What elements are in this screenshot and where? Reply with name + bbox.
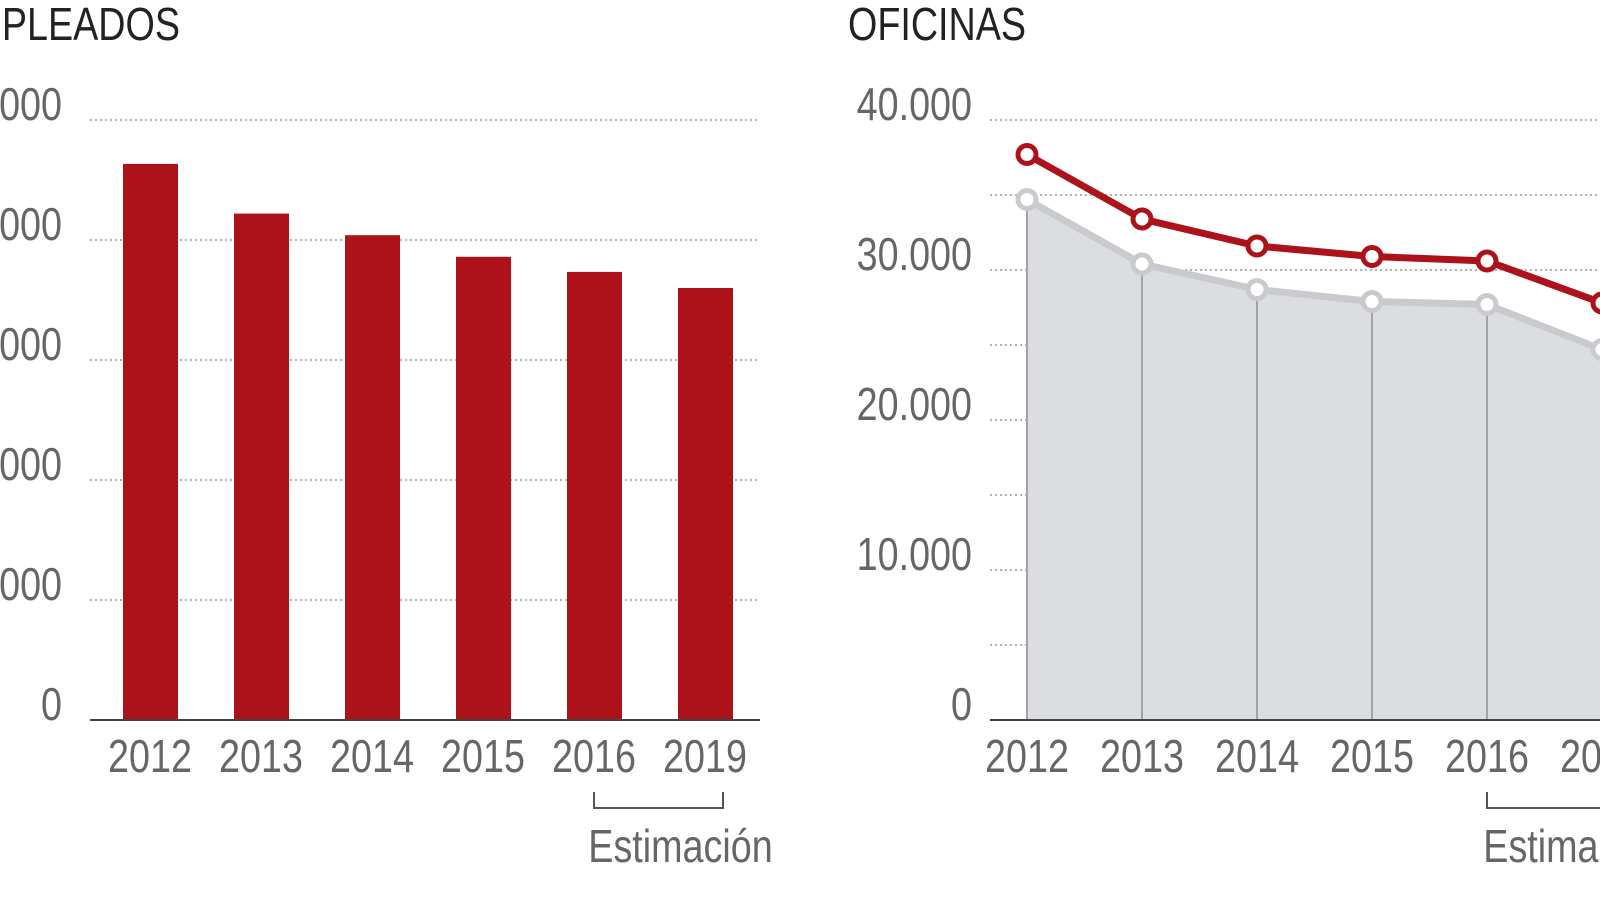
y-tick-label: 30.000 — [857, 229, 972, 280]
line — [1025, 196, 1600, 353]
bar — [234, 213, 289, 720]
point — [1015, 143, 1039, 166]
point — [1590, 291, 1600, 315]
point — [1360, 245, 1384, 268]
bar — [678, 288, 733, 720]
line — [1025, 151, 1600, 306]
x-tick-label: 2012 — [108, 731, 192, 782]
y-tick-label: 250.000 — [0, 79, 62, 130]
point — [1245, 278, 1269, 301]
area — [1027, 199, 1600, 720]
point — [1590, 338, 1600, 361]
bar — [567, 271, 622, 720]
x-tick-label: 2013 — [1100, 731, 1184, 782]
point — [1475, 249, 1499, 273]
point — [1360, 290, 1384, 313]
y-tick-label: 20.000 — [857, 379, 972, 430]
point — [1015, 188, 1039, 211]
y-tick-label: 0 — [951, 679, 972, 730]
x-tick-label: 2014 — [1215, 731, 1299, 782]
x-tick-label: 2012 — [985, 731, 1069, 782]
y-tick-label: 50.000 — [0, 559, 62, 610]
point — [1245, 234, 1269, 258]
point — [1475, 293, 1499, 316]
x-tick-label: 2019 — [1560, 731, 1600, 782]
y-tick-label: 10.000 — [857, 529, 972, 580]
x-tick-label: 2019 — [663, 731, 747, 782]
x-tick-label: 2016 — [552, 731, 636, 782]
x-tick-label: 2015 — [1330, 731, 1414, 782]
bracket — [593, 792, 724, 809]
y-tick-label: 0 — [41, 679, 62, 730]
annotation: Estimación — [1483, 821, 1600, 872]
x-tick-label: 2014 — [330, 731, 414, 782]
bar — [345, 235, 400, 720]
point — [1130, 207, 1154, 231]
annotation: Estimación — [588, 821, 772, 872]
bar — [123, 163, 178, 721]
bar — [456, 256, 511, 720]
y-tick-label: 100.000 — [0, 439, 62, 490]
y-tick-label: 200.000 — [0, 199, 62, 250]
y-tick-label: 150.000 — [0, 319, 62, 370]
chart-title: OFICINAS — [848, 0, 1026, 50]
chart-title: EMPLEADOS — [0, 0, 180, 50]
y-tick-label: 40.000 — [857, 79, 972, 130]
x-tick-label: 2015 — [441, 731, 525, 782]
bracket — [1486, 792, 1600, 809]
point — [1130, 252, 1154, 276]
x-tick-label: 2013 — [219, 731, 303, 782]
x-tick-label: 2016 — [1445, 731, 1529, 782]
